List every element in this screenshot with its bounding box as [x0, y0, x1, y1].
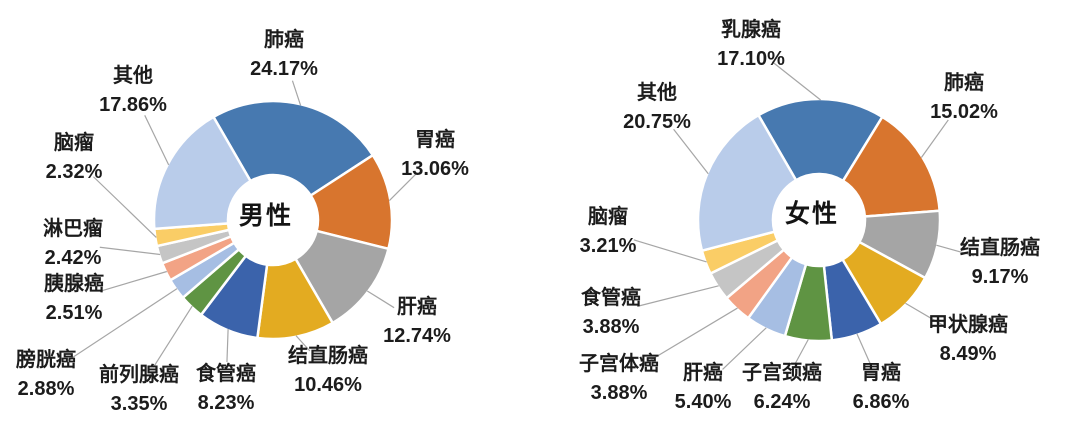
slice-percent: 2.42%: [44, 247, 102, 269]
male-donut: [68, 80, 417, 368]
male-slice-label-7: 胰腺癌 2.51%: [44, 270, 104, 328]
male-slice-0: [212, 99, 375, 197]
slice-percent: 17.86%: [99, 94, 167, 116]
female-slice-label-3: 甲状腺癌 8.49%: [928, 311, 1008, 369]
slice-percent: 6.86%: [852, 391, 910, 413]
slice-name: 结直肠癌: [960, 237, 1040, 259]
slice-name: 胰腺癌: [44, 273, 104, 295]
male-leader-line-9: [93, 176, 157, 238]
slice-name: 前列腺癌: [99, 364, 179, 386]
female-slice-label-0: 乳腺癌 17.10%: [717, 16, 785, 74]
slice-name: 其他: [113, 65, 153, 87]
slice-name: 子宫体癌: [579, 353, 659, 375]
male-slice-label-8: 淋巴瘤 2.42%: [43, 215, 103, 273]
female-leader-line-3: [905, 302, 946, 327]
male-leader-line-1: [388, 173, 417, 201]
female-chart-center-title: 女性: [784, 200, 840, 228]
male-leader-line-4: [226, 329, 229, 363]
male-leader-line-3: [295, 335, 311, 352]
female-leader-line-2: [936, 244, 975, 257]
slice-percent: 3.88%: [590, 382, 648, 404]
slice-name: 肝癌: [683, 362, 723, 384]
slice-name: 结直肠癌: [288, 345, 368, 367]
slice-name: 脑瘤: [54, 132, 94, 154]
female-leader-line-1: [920, 119, 949, 158]
male-leader-line-5: [152, 305, 193, 368]
slice-percent: 5.40%: [674, 391, 732, 413]
female-slice-10: [696, 113, 798, 252]
slice-name: 脑瘤: [588, 206, 628, 228]
male-leader-line-6: [68, 288, 178, 361]
male-leader-line-10: [144, 115, 170, 166]
slice-percent: 20.75%: [623, 111, 691, 133]
slice-percent: 3.35%: [110, 393, 168, 415]
female-slice-label-4: 胃癌 6.86%: [853, 359, 910, 417]
slice-percent: 2.32%: [45, 161, 103, 183]
slice-name: 食管癌: [196, 363, 256, 385]
male-slice-label-6: 膀胱癌 2.88%: [16, 346, 76, 404]
female-leader-line-0: [771, 61, 822, 101]
female-slice-label-10: 其他 20.75%: [623, 79, 691, 137]
slice-name: 肝癌: [397, 296, 437, 318]
female-leader-line-9: [633, 239, 707, 263]
slice-percent: 3.88%: [582, 316, 640, 338]
slice-name: 胃癌: [861, 362, 901, 384]
slice-name: 膀胱癌: [16, 349, 76, 371]
female-slice-label-9: 脑瘤 3.21%: [580, 203, 637, 261]
slice-percent: 8.49%: [939, 343, 997, 365]
female-leader-line-7: [641, 307, 738, 366]
slice-name: 肺癌: [264, 29, 304, 51]
slice-name: 肺癌: [944, 72, 984, 94]
male-chart-center-title: 男性: [238, 202, 294, 230]
slice-percent: 10.46%: [294, 374, 362, 396]
female-leader-line-8: [637, 285, 719, 307]
male-slice-label-10: 其他 17.86%: [99, 62, 167, 120]
male-leader-line-2: [366, 290, 395, 309]
slice-name: 胃癌: [415, 129, 455, 151]
male-leader-line-8: [99, 246, 161, 256]
slice-percent: 2.51%: [45, 302, 103, 324]
slice-name: 子宫颈癌: [742, 362, 822, 384]
female-slice-1: [841, 115, 941, 218]
female-slice-label-8: 食管癌 3.88%: [581, 284, 641, 342]
female-slice-label-5: 子宫颈癌 6.24%: [742, 359, 822, 417]
male-slice-label-5: 前列腺癌 3.35%: [99, 361, 179, 419]
slice-percent: 9.17%: [971, 266, 1029, 288]
slice-percent: 24.17%: [250, 58, 318, 80]
slice-percent: 17.10%: [717, 48, 785, 70]
slice-name: 乳腺癌: [721, 19, 781, 41]
female-slice-label-6: 肝癌 5.40%: [675, 359, 732, 417]
female-leader-line-5: [794, 339, 809, 365]
female-slice-label-2: 结直肠癌 9.17%: [960, 234, 1040, 292]
female-slice-label-7: 子宫体癌 3.88%: [579, 350, 659, 408]
female-donut: [633, 61, 975, 370]
slice-percent: 13.06%: [401, 158, 469, 180]
male-leader-line-7: [99, 270, 168, 292]
male-slice-label-2: 肝癌 12.74%: [383, 293, 451, 351]
female-slice-0: [757, 97, 884, 183]
female-leader-line-4: [856, 333, 871, 364]
slice-percent: 6.24%: [753, 391, 811, 413]
slice-percent: 3.21%: [579, 235, 637, 257]
slice-name: 淋巴瘤: [43, 218, 103, 240]
male-leader-line-0: [291, 80, 302, 106]
slice-percent: 12.74%: [383, 325, 451, 347]
female-leader-line-10: [673, 128, 709, 175]
female-slice-label-1: 肺癌 15.02%: [930, 69, 998, 127]
slice-percent: 8.23%: [197, 392, 255, 414]
male-slice-label-4: 食管癌 8.23%: [196, 360, 256, 418]
male-slice-10: [152, 115, 252, 231]
slice-name: 甲状腺癌: [928, 314, 1008, 336]
male-slice-label-1: 胃癌 13.06%: [401, 126, 469, 184]
male-slice-label-0: 肺癌 24.17%: [250, 26, 318, 84]
male-slice-label-9: 脑瘤 2.32%: [46, 129, 103, 187]
slice-percent: 15.02%: [930, 101, 998, 123]
female-leader-line-6: [722, 327, 767, 370]
slice-name: 其他: [637, 82, 677, 104]
slice-percent: 2.88%: [17, 378, 75, 400]
slice-name: 食管癌: [581, 287, 641, 309]
male-slice-label-3: 结直肠癌 10.46%: [288, 342, 368, 400]
